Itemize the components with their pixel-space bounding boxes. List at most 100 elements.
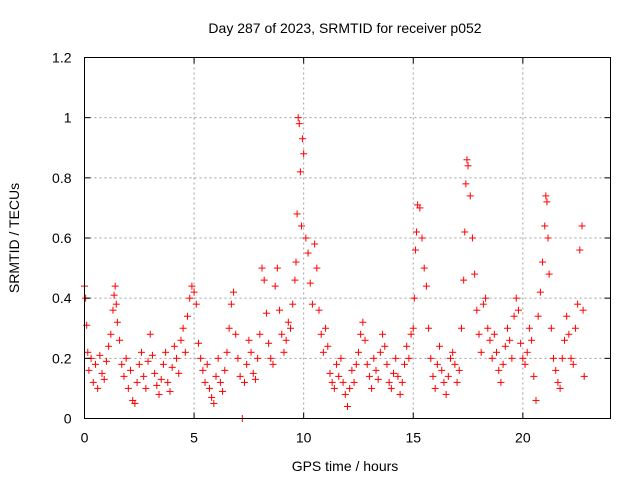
- data-point: [523, 348, 531, 356]
- data-point: [556, 384, 564, 392]
- data-point: [348, 366, 356, 374]
- data-point: [455, 366, 463, 374]
- data-point: [85, 366, 93, 374]
- data-point: [111, 282, 119, 290]
- data-point: [508, 354, 516, 362]
- data-point: [210, 399, 218, 407]
- data-point: [109, 306, 117, 314]
- data-point: [94, 384, 102, 392]
- data-point: [422, 282, 430, 290]
- data-point: [276, 306, 284, 314]
- data-point: [295, 120, 303, 128]
- data-point: [449, 348, 457, 356]
- data-point: [326, 369, 334, 377]
- data-point: [159, 360, 167, 368]
- data-point: [352, 360, 360, 368]
- data-point: [335, 372, 343, 380]
- data-point: [580, 372, 588, 380]
- data-point: [374, 375, 382, 383]
- data-point: [188, 282, 196, 290]
- data-point: [293, 210, 301, 218]
- data-point: [554, 378, 562, 386]
- data-point: [124, 384, 132, 392]
- data-point: [260, 276, 268, 284]
- data-point: [319, 348, 327, 356]
- data-point: [120, 372, 128, 380]
- data-point: [542, 192, 550, 200]
- data-point: [214, 354, 222, 362]
- x-axis-label: GPS time / hours: [292, 458, 399, 474]
- data-point: [512, 294, 520, 302]
- data-point: [292, 258, 300, 266]
- data-point: [173, 354, 181, 362]
- data-point: [453, 378, 461, 386]
- data-point: [322, 324, 330, 332]
- data-point: [324, 342, 332, 350]
- data-point: [113, 318, 121, 326]
- data-point: [390, 369, 398, 377]
- data-point: [317, 330, 325, 338]
- data-point: [271, 282, 279, 290]
- data-point: [350, 378, 358, 386]
- data-point: [192, 300, 200, 308]
- data-point: [144, 357, 152, 365]
- data-point: [532, 396, 540, 404]
- data-point: [133, 378, 141, 386]
- data-point: [545, 270, 553, 278]
- data-point: [107, 330, 115, 338]
- data-point: [280, 348, 288, 356]
- data-point: [407, 330, 415, 338]
- data-point: [221, 366, 229, 374]
- data-point: [306, 279, 314, 287]
- data-point: [131, 399, 139, 407]
- data-point: [265, 339, 273, 347]
- data-point: [392, 354, 400, 362]
- data-point: [341, 390, 349, 398]
- data-point: [574, 300, 582, 308]
- data-point: [567, 354, 575, 362]
- data-point: [514, 306, 522, 314]
- y-axis-label: SRMTID / TECUs: [6, 183, 22, 293]
- data-point: [302, 234, 310, 242]
- data-point: [254, 354, 262, 362]
- data-point: [308, 300, 316, 308]
- data-point: [563, 312, 571, 320]
- data-point: [550, 354, 558, 362]
- data-point: [486, 336, 494, 344]
- data-point: [482, 294, 490, 302]
- data-point: [376, 348, 384, 356]
- data-point: [269, 360, 277, 368]
- data-point: [506, 336, 514, 344]
- axis-ticks: 0 0.2 0.4 0.6 0.8 1 1.2 0 5 10 15 20: [52, 50, 611, 446]
- data-point: [400, 360, 408, 368]
- data-point: [493, 348, 501, 356]
- x-tick-label: 0: [81, 430, 89, 446]
- data-point: [164, 378, 172, 386]
- data-point: [539, 258, 547, 266]
- data-point: [411, 246, 419, 254]
- data-point: [558, 354, 566, 362]
- data-point: [451, 360, 459, 368]
- data-point: [181, 348, 189, 356]
- data-point: [251, 375, 259, 383]
- data-point: [112, 300, 120, 308]
- data-point: [190, 288, 198, 296]
- data-point: [289, 300, 297, 308]
- data-point: [471, 270, 479, 278]
- data-point: [569, 360, 577, 368]
- y-tick-label: 0.4: [52, 290, 72, 306]
- data-point: [146, 330, 154, 338]
- data-point: [110, 291, 118, 299]
- data-point: [287, 324, 295, 332]
- data-point: [105, 342, 113, 350]
- data-point: [299, 135, 307, 143]
- data-point: [396, 390, 404, 398]
- data-point: [461, 228, 469, 236]
- x-tick-label: 10: [296, 430, 312, 446]
- data-point: [216, 378, 224, 386]
- data-point: [140, 372, 148, 380]
- data-point: [89, 378, 97, 386]
- data-point: [368, 384, 376, 392]
- data-points: [81, 114, 588, 422]
- data-point: [234, 354, 242, 362]
